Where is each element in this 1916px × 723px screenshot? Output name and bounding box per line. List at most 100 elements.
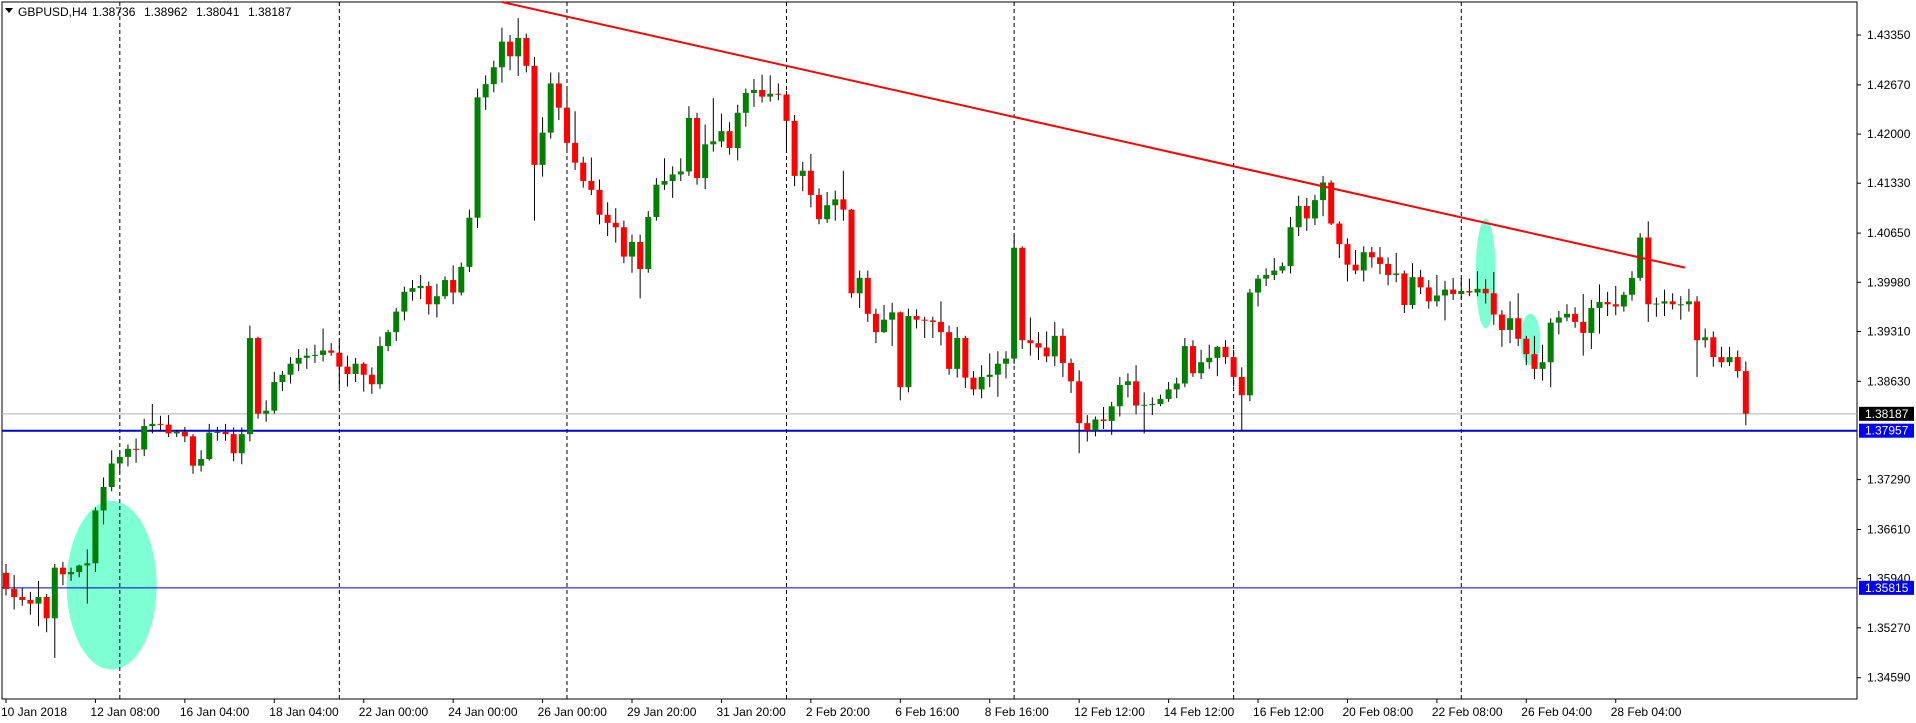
candles-layer bbox=[3, 18, 1749, 658]
candle bbox=[588, 157, 595, 195]
candle bbox=[1271, 258, 1278, 281]
candle bbox=[1393, 252, 1400, 283]
candle bbox=[1084, 415, 1091, 442]
candle-body-bear bbox=[604, 214, 611, 223]
candle bbox=[734, 104, 741, 161]
candle bbox=[19, 588, 26, 606]
candle bbox=[718, 113, 725, 148]
candle-body-bull bbox=[246, 338, 253, 435]
candle bbox=[962, 335, 969, 388]
candle-body-bull bbox=[702, 144, 709, 179]
candle bbox=[1604, 291, 1611, 317]
candle-body-bull bbox=[1458, 291, 1465, 295]
candle bbox=[352, 357, 359, 383]
candle bbox=[490, 60, 497, 93]
candle bbox=[1677, 296, 1684, 320]
candle bbox=[368, 367, 375, 394]
price-tick-label: 1.35270 bbox=[1867, 621, 1911, 635]
candle-body-bull bbox=[889, 312, 896, 320]
candle-body-bull bbox=[100, 486, 107, 511]
candle-body-bear bbox=[1189, 346, 1196, 374]
candle-body-bear bbox=[620, 227, 627, 257]
candle-body-bull bbox=[1149, 404, 1156, 406]
candle-body-bull bbox=[1726, 357, 1733, 363]
header-open: 1.38736 bbox=[92, 5, 136, 19]
price-tick-label: 1.39310 bbox=[1867, 324, 1911, 338]
candle bbox=[198, 450, 205, 472]
candle bbox=[856, 270, 863, 308]
header-symbol: GBPUSD,H4 bbox=[18, 5, 88, 19]
candle bbox=[222, 423, 229, 441]
candle-body-bull bbox=[263, 410, 270, 414]
candle bbox=[27, 591, 34, 615]
candle-body-bear bbox=[612, 222, 619, 228]
candle-body-bull bbox=[1539, 362, 1546, 369]
time-tick-label: 26 Feb 04:00 bbox=[1521, 705, 1592, 719]
candle bbox=[498, 27, 505, 83]
candle-body-bear bbox=[1734, 357, 1741, 372]
candle-body-bear bbox=[523, 37, 530, 66]
candle bbox=[1311, 194, 1318, 226]
candle-body-bull bbox=[466, 217, 473, 267]
candle bbox=[710, 98, 717, 152]
candle-body-bull bbox=[149, 423, 156, 427]
candle bbox=[531, 57, 538, 221]
candle bbox=[295, 349, 302, 372]
candle bbox=[523, 33, 530, 73]
candle-body-bull bbox=[1173, 383, 1180, 390]
candle-body-bull bbox=[490, 67, 497, 85]
candle-body-bear bbox=[344, 366, 351, 374]
candle-body-bull bbox=[1002, 358, 1009, 364]
candle-body-bear bbox=[181, 431, 188, 437]
candle bbox=[271, 371, 278, 414]
candle-body-bull bbox=[685, 117, 692, 172]
candle bbox=[905, 308, 912, 393]
candle-body-bull bbox=[385, 332, 392, 347]
candle-body-bear bbox=[791, 120, 798, 176]
candle bbox=[1141, 392, 1148, 434]
candle bbox=[832, 190, 839, 221]
candle-body-bull bbox=[206, 432, 213, 460]
candle-body-bull bbox=[1409, 277, 1416, 306]
candle bbox=[629, 234, 636, 273]
candle-body-bull bbox=[1702, 337, 1709, 341]
time-tick-label: 6 Feb 16:00 bbox=[895, 705, 959, 719]
candle bbox=[1531, 335, 1538, 380]
time-tick-label: 18 Jan 04:00 bbox=[269, 705, 339, 719]
candle-body-bull bbox=[1555, 317, 1562, 323]
current-price-label: 1.38187 bbox=[1865, 407, 1909, 421]
candle-body-bear bbox=[921, 319, 928, 321]
candle bbox=[1181, 338, 1188, 388]
candle-body-bull bbox=[271, 382, 278, 411]
candle-body-bull bbox=[677, 171, 684, 175]
candle bbox=[474, 88, 481, 228]
candle bbox=[1189, 340, 1196, 377]
candle bbox=[466, 209, 473, 272]
candle bbox=[1051, 321, 1058, 366]
candle-body-bull bbox=[515, 37, 522, 57]
candle-body-bear bbox=[1401, 273, 1408, 306]
candle bbox=[11, 575, 18, 610]
candle-body-bull bbox=[547, 83, 554, 133]
candle-body-bull bbox=[124, 448, 131, 457]
candle bbox=[1694, 296, 1701, 377]
candle-body-bear bbox=[59, 567, 66, 575]
candle bbox=[376, 336, 383, 389]
trendline[interactable] bbox=[501, 1, 1686, 269]
candle bbox=[165, 415, 172, 438]
candle-body-bull bbox=[442, 280, 449, 297]
candle-body-bull bbox=[1116, 384, 1123, 407]
candle-body-bull bbox=[1011, 247, 1018, 359]
candle-body-bull bbox=[986, 374, 993, 377]
chart-menu-triangle-icon[interactable] bbox=[5, 8, 13, 13]
price-tick-label: 1.39980 bbox=[1867, 275, 1911, 289]
candle-body-bull bbox=[198, 459, 205, 466]
candle-body-bear bbox=[1710, 337, 1717, 358]
candle bbox=[694, 112, 701, 185]
candle-body-bear bbox=[1019, 247, 1026, 341]
candle-body-bull bbox=[433, 296, 440, 305]
candle bbox=[1401, 270, 1408, 314]
candle bbox=[1279, 262, 1286, 274]
candle-body-bull bbox=[832, 199, 839, 206]
candle-body-bull bbox=[994, 363, 1001, 375]
